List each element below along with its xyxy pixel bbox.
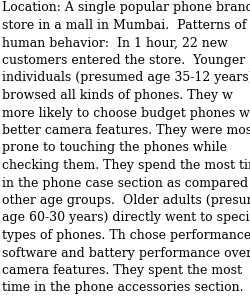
Text: Location: A single popular phone brand
store in a mall in Mumbai.  Patterns of
h: Location: A single popular phone brand s… [2,2,250,295]
